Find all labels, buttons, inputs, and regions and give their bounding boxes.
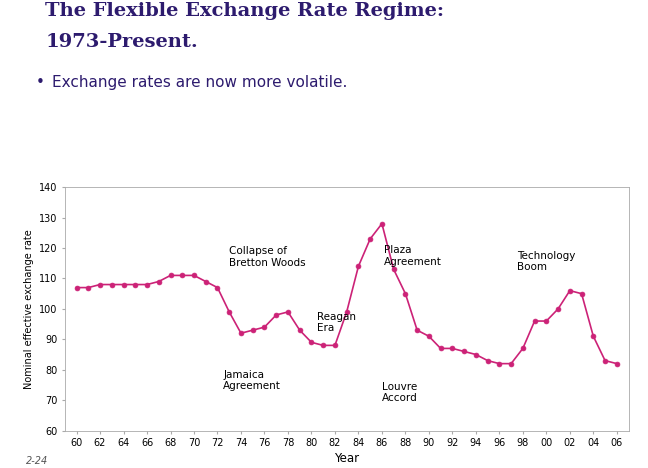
Text: Technology
Boom: Technology Boom bbox=[517, 251, 575, 272]
Text: 1973-Present.: 1973-Present. bbox=[45, 33, 198, 51]
Text: Louvre
Accord: Louvre Accord bbox=[382, 382, 418, 403]
Text: Collapse of
Bretton Woods: Collapse of Bretton Woods bbox=[229, 246, 306, 268]
Y-axis label: Nominal effective exchange rate: Nominal effective exchange rate bbox=[25, 229, 34, 389]
Text: Exchange rates are now more volatile.: Exchange rates are now more volatile. bbox=[52, 75, 347, 90]
Text: 2-24: 2-24 bbox=[26, 456, 48, 466]
Text: Plaza
Agreement: Plaza Agreement bbox=[384, 245, 442, 267]
Text: Jamaica
Agreement: Jamaica Agreement bbox=[224, 370, 281, 391]
X-axis label: Year: Year bbox=[334, 453, 359, 465]
Text: The Flexible Exchange Rate Regime:: The Flexible Exchange Rate Regime: bbox=[45, 2, 445, 20]
Text: •: • bbox=[36, 75, 45, 90]
Text: Reagan
Era: Reagan Era bbox=[318, 312, 356, 333]
